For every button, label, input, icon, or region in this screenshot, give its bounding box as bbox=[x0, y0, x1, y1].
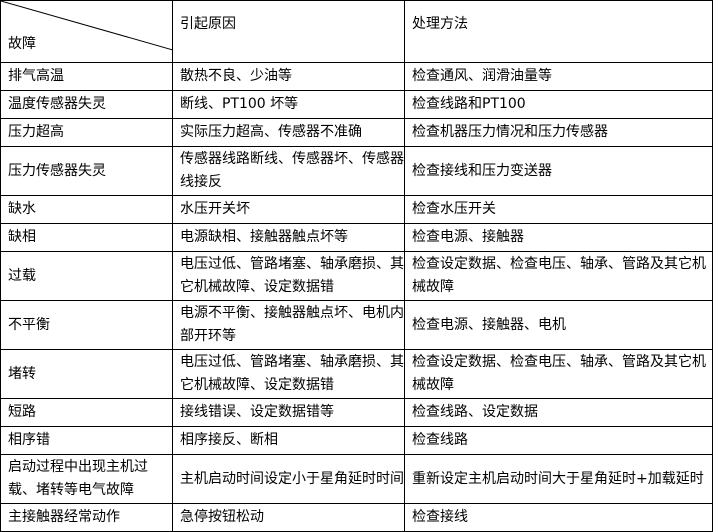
diagonal-divider bbox=[1, 1, 172, 51]
cause-cell: 接线错误、设定数据错等 bbox=[172, 398, 405, 427]
fault-cell: 压力传感器失灵 bbox=[0, 146, 173, 196]
header-fault: 故障 bbox=[8, 36, 36, 52]
solution-cell: 检查机器压力情况和压力传感器 bbox=[404, 118, 713, 147]
solution-cell: 检查线路和PT100 bbox=[404, 90, 713, 119]
cause-cell: 水压开关坏 bbox=[172, 195, 405, 224]
fault-cell: 温度传感器失灵 bbox=[0, 90, 173, 119]
table-row: 缺水 水压开关坏 检查水压开关 bbox=[0, 195, 713, 224]
table-row: 不平衡 电源不平衡、接触器触点坏、电机内部开环等 检查电源、接触器、电机 bbox=[0, 300, 713, 350]
cause-cell: 传感器线路断线、传感器坏、传感器线接反 bbox=[172, 146, 405, 196]
fault-cell: 缺水 bbox=[0, 195, 173, 224]
solution-cell: 检查通风、润滑油量等 bbox=[404, 62, 713, 91]
table-row: 相序错 相序接反、断相 检查线路 bbox=[0, 426, 713, 455]
solution-cell: 检查设定数据、检查电压、轴承、管路及其它机械故障 bbox=[404, 349, 713, 399]
solution-cell: 检查接线 bbox=[404, 503, 713, 532]
cause-cell: 断线、PT100 坏等 bbox=[172, 90, 405, 119]
header-cause: 引起原因 bbox=[172, 0, 405, 63]
fault-cell: 过载 bbox=[0, 251, 173, 301]
fault-cell: 启动过程中出现主机过载、堵转等电气故障 bbox=[0, 454, 173, 504]
table-row: 温度传感器失灵 断线、PT100 坏等 检查线路和PT100 bbox=[0, 90, 713, 119]
header-fault-cell: 故障 bbox=[0, 0, 173, 63]
cause-cell: 急停按钮松动 bbox=[172, 503, 405, 532]
solution-cell: 检查电源、接触器、电机 bbox=[404, 300, 713, 350]
cause-cell: 主机启动时间设定小于星角延时时间 bbox=[172, 454, 405, 504]
fault-cell: 堵转 bbox=[0, 349, 173, 399]
solution-cell: 检查接线和压力变送器 bbox=[404, 146, 713, 196]
table-header-row: 故障 引起原因 处理方法 bbox=[0, 0, 713, 63]
cause-cell: 电源缺相、接触器触点坏等 bbox=[172, 223, 405, 252]
fault-cell: 压力超高 bbox=[0, 118, 173, 147]
table-row: 主接触器经常动作 急停按钮松动 检查接线 bbox=[0, 503, 713, 532]
solution-cell: 检查线路 bbox=[404, 426, 713, 455]
fault-cell: 排气高温 bbox=[0, 62, 173, 91]
fault-cell: 缺相 bbox=[0, 223, 173, 252]
table-row: 堵转 电压过低、管路堵塞、轴承磨损、其它机械故障、设定数据错 检查设定数据、检查电压… bbox=[0, 349, 713, 399]
table-row: 缺相 电源缺相、接触器触点坏等 检查电源、接触器 bbox=[0, 223, 713, 252]
cause-cell: 电源不平衡、接触器触点坏、电机内部开环等 bbox=[172, 300, 405, 350]
solution-cell: 检查水压开关 bbox=[404, 195, 713, 224]
fault-cell: 短路 bbox=[0, 398, 173, 427]
cause-cell: 相序接反、断相 bbox=[172, 426, 405, 455]
solution-cell: 检查线路、设定数据 bbox=[404, 398, 713, 427]
table-row: 排气高温 散热不良、少油等 检查通风、润滑油量等 bbox=[0, 62, 713, 91]
solution-cell: 检查电源、接触器 bbox=[404, 223, 713, 252]
cause-cell: 电压过低、管路堵塞、轴承磨损、其它机械故障、设定数据错 bbox=[172, 251, 405, 301]
table-row: 短路 接线错误、设定数据错等 检查线路、设定数据 bbox=[0, 398, 713, 427]
cause-cell: 散热不良、少油等 bbox=[172, 62, 405, 91]
solution-cell: 检查设定数据、检查电压、轴承、管路及其它机械故障 bbox=[404, 251, 713, 301]
cause-cell: 实际压力超高、传感器不准确 bbox=[172, 118, 405, 147]
solution-cell: 重新设定主机启动时间大于星角延时+加载延时 bbox=[404, 454, 713, 504]
table-row: 压力传感器失灵 传感器线路断线、传感器坏、传感器线接反 检查接线和压力变送器 bbox=[0, 146, 713, 196]
cause-cell: 电压过低、管路堵塞、轴承磨损、其它机械故障、设定数据错 bbox=[172, 349, 405, 399]
fault-cell: 主接触器经常动作 bbox=[0, 503, 173, 532]
fault-cell: 不平衡 bbox=[0, 300, 173, 350]
fault-cell: 相序错 bbox=[0, 426, 173, 455]
table-row: 过载 电压过低、管路堵塞、轴承磨损、其它机械故障、设定数据错 检查设定数据、检查电压… bbox=[0, 251, 713, 301]
table-row: 启动过程中出现主机过载、堵转等电气故障 主机启动时间设定小于星角延时时间 重新设定主… bbox=[0, 454, 713, 504]
table-row: 压力超高 实际压力超高、传感器不准确 检查机器压力情况和压力传感器 bbox=[0, 118, 713, 147]
header-solution: 处理方法 bbox=[404, 0, 713, 63]
